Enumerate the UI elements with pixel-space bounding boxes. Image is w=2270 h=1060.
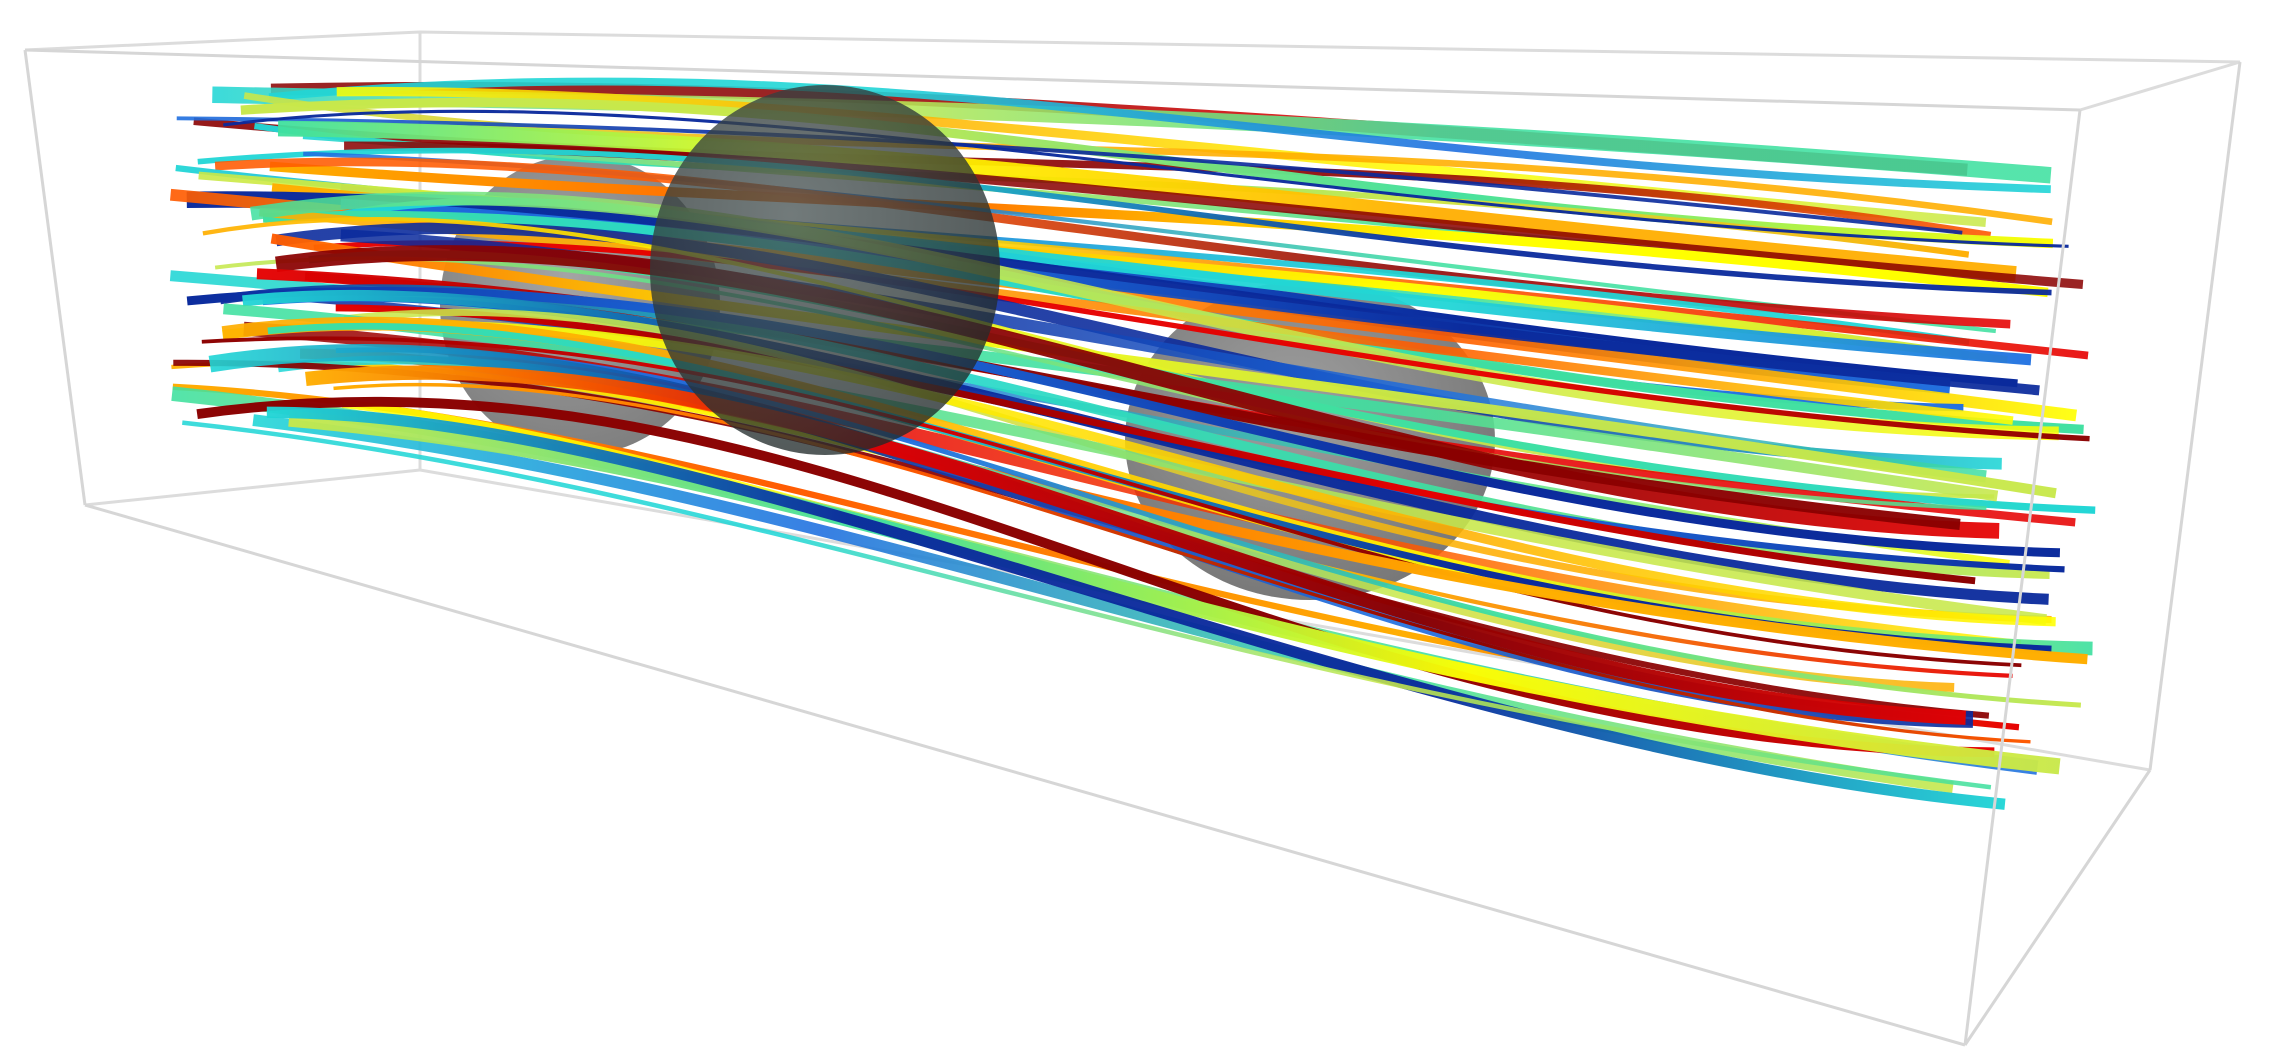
streamline-ribbon (335, 304, 1976, 585)
box-edge-top-front (24, 48, 2081, 112)
box-edge-left-front (23, 49, 87, 506)
box-edge-back-bottom (84, 468, 421, 507)
box-back-edges (24, 30, 2241, 112)
streamline-ribbon (268, 77, 2051, 194)
streamline-ribbon (186, 287, 2061, 558)
streamline-ribbon (201, 336, 2022, 668)
streamline-ribbon (193, 117, 1992, 240)
streamline-ribbon (223, 109, 2069, 248)
streamline-ribbon (214, 157, 2011, 329)
streamline-ribbon (277, 120, 2017, 282)
bounding-box-front (23, 48, 2242, 1047)
obstacle-sphere-front[interactable] (650, 85, 1000, 455)
box-edge-right-bottom (1963, 769, 2152, 1046)
box-edge-bottom-front (84, 503, 1966, 1047)
streamline-ribbon (305, 365, 1966, 725)
streamline-ribbon (182, 420, 1992, 790)
streamline-ribbon (333, 383, 2031, 744)
streamline-ribbon (313, 240, 2090, 442)
streamline-ribbon (176, 116, 1963, 235)
streamline-ribbon (250, 191, 2059, 441)
streamline-ribbon (223, 303, 2047, 626)
streamline-ribbon (275, 245, 2000, 539)
streamline-ribbon (196, 396, 1995, 758)
streamlines-group (169, 77, 2096, 810)
streamline-ribbon (258, 207, 2014, 425)
streamline-ribbon (269, 161, 2049, 298)
streamline-ribbon (266, 406, 2006, 810)
box-edge-right-front (1963, 109, 2082, 1046)
streamline-ribbon (197, 147, 2052, 296)
streamline-ribbon (288, 410, 2061, 775)
box-edge-right-back (2148, 61, 2242, 771)
